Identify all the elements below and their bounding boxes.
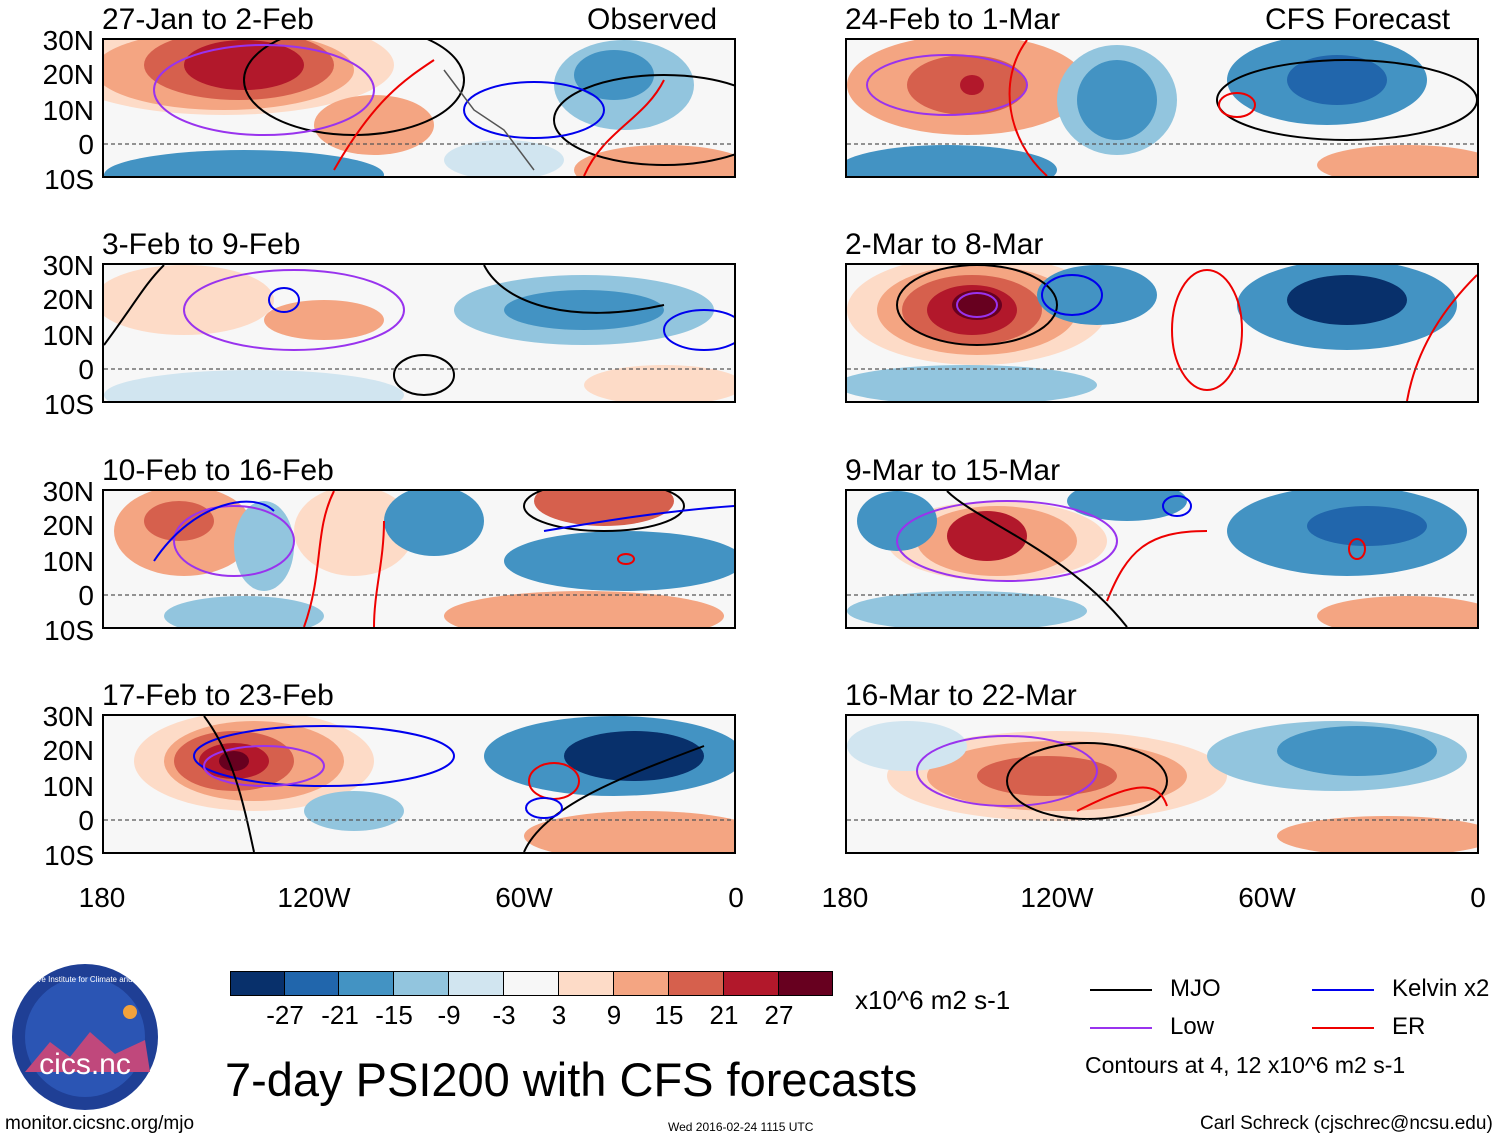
panel-title-6: 2-Mar to 8-Mar — [845, 228, 1044, 261]
lon-label: 0 — [728, 882, 744, 913]
map-panel-7 — [845, 489, 1479, 629]
lat-label: 20N — [42, 59, 94, 90]
footer-timestamp: Wed 2016-02-24 1115 UTC — [668, 1120, 814, 1134]
panel-title-7: 9-Mar to 15-Mar — [845, 454, 1061, 487]
lat-label: 30N — [42, 250, 94, 281]
map-panel-1 — [102, 38, 736, 178]
lat-label: 10S — [44, 615, 94, 646]
legend-label-kelvin: Kelvin x2 — [1392, 975, 1490, 1002]
lat-label: 10S — [44, 164, 94, 195]
contours-note: Contours at 4, 12 x10^6 m2 s-1 — [1085, 1052, 1406, 1078]
colorbar-label: -9 — [437, 1000, 461, 1030]
map-panel-3 — [102, 489, 736, 629]
cics-logo: Cooperative Institute for Climate and Sa… — [3, 962, 167, 1112]
map-panel-6 — [845, 263, 1479, 403]
lat-label: 10N — [42, 546, 94, 577]
legend-label-er: ER — [1392, 1013, 1426, 1040]
lat-label: 30N — [42, 701, 94, 732]
lat-label: 30N — [42, 476, 94, 507]
map-panel-2 — [102, 263, 736, 403]
legend-line-kelvin — [1312, 989, 1374, 991]
legend-line-mjo — [1090, 989, 1152, 991]
colorbar-label: 27 — [764, 1000, 794, 1030]
colorbar-label: -27 — [266, 1000, 304, 1030]
lon-label: 180 — [78, 882, 126, 913]
colorbar-label: -15 — [375, 1000, 413, 1030]
panel-title-3: 10-Feb to 16-Feb — [102, 454, 334, 487]
lat-label: 10S — [44, 840, 94, 871]
lon-label: 60W — [495, 882, 553, 913]
logo-text: cics.nc — [39, 1048, 131, 1081]
panel-title-5: 24-Feb to 1-Mar — [845, 3, 1061, 36]
forecast-heading: CFS Forecast — [1265, 3, 1451, 36]
colorbar-label: 15 — [654, 1000, 684, 1030]
colorbar-label: -3 — [492, 1000, 516, 1030]
lat-label: 10N — [42, 320, 94, 351]
footer-url[interactable]: monitor.cicsnc.org/mjo — [5, 1113, 195, 1134]
lon-label: 120W — [1020, 882, 1094, 913]
footer-author: Carl Schreck (cjschrec@ncsu.edu) — [1200, 1113, 1493, 1134]
lon-label: 180 — [821, 882, 869, 913]
legend-label-mjo: MJO — [1170, 975, 1221, 1002]
lat-label: 10S — [44, 389, 94, 420]
lat-label: 10N — [42, 771, 94, 802]
main-title: 7-day PSI200 with CFS forecasts — [225, 1053, 918, 1106]
panel-title-2: 3-Feb to 9-Feb — [102, 228, 301, 261]
map-panel-5 — [845, 38, 1479, 178]
colorbar-units: x10^6 m2 s-1 — [855, 985, 1011, 1015]
legend-line-er — [1312, 1027, 1374, 1029]
panel-title-1: 27-Jan to 2-Feb — [102, 3, 314, 36]
lat-label: 0 — [78, 354, 94, 385]
lon-label: 0 — [1470, 882, 1486, 913]
legend-line-low — [1090, 1027, 1152, 1029]
panel-title-4: 17-Feb to 23-Feb — [102, 679, 334, 712]
lat-label: 30N — [42, 25, 94, 56]
colorbar-label: -21 — [321, 1000, 359, 1030]
map-panel-8 — [845, 714, 1479, 854]
map-panel-4 — [102, 714, 736, 854]
lat-label: 0 — [78, 580, 94, 611]
lon-label: 60W — [1238, 882, 1296, 913]
colorbar-label: 3 — [551, 1000, 567, 1030]
logo-ring-text: Cooperative Institute for Climate and Sa… — [10, 975, 160, 984]
legend-label-low: Low — [1170, 1013, 1215, 1040]
lat-label: 20N — [42, 510, 94, 541]
lat-label: 20N — [42, 735, 94, 766]
lat-label: 0 — [78, 805, 94, 836]
lon-label: 120W — [277, 882, 351, 913]
panel-title-8: 16-Mar to 22-Mar — [845, 679, 1077, 712]
colorbar-label: 21 — [709, 1000, 739, 1030]
colorbar-label: 9 — [606, 1000, 622, 1030]
lat-label: 20N — [42, 284, 94, 315]
lat-label: 10N — [42, 95, 94, 126]
lat-label: 0 — [78, 129, 94, 160]
observed-heading: Observed — [587, 3, 718, 36]
